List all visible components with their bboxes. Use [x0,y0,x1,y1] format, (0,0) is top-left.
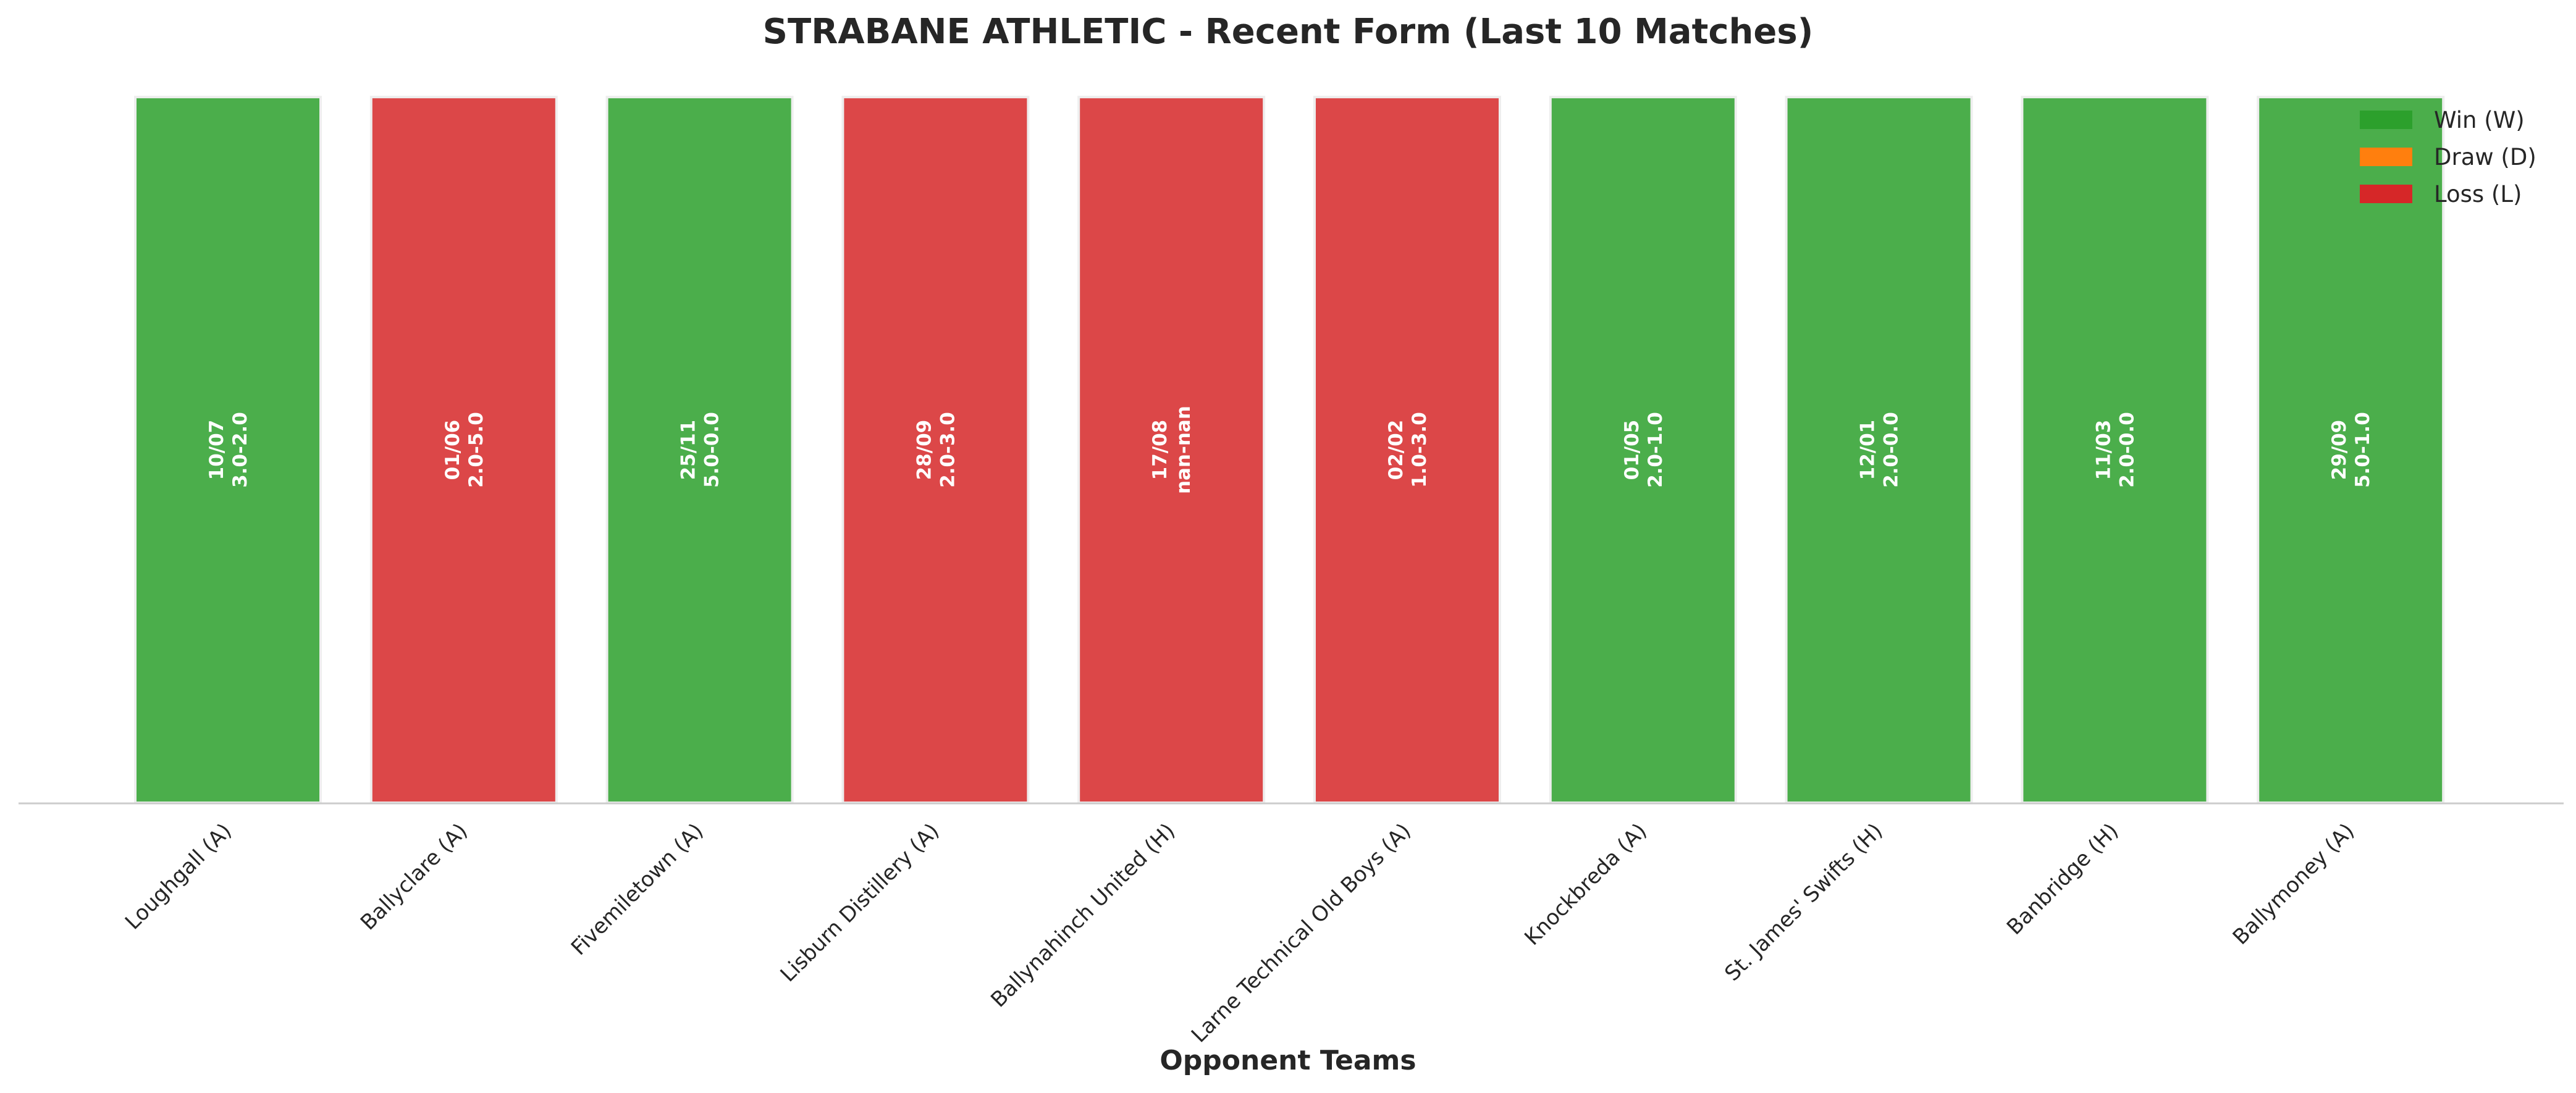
bar-score: 1.0-3.0 [1408,412,1431,488]
bar-label: 12/012.0-0.0 [1857,412,1903,488]
legend-label: Draw (D) [2434,144,2536,170]
bar-date: 01/05 [1621,420,1643,480]
x-tick-label: Loughgall (A) [120,819,237,935]
x-tick-label: St. James' Swifts (H) [1720,819,1887,986]
bar-date: 29/09 [2328,420,2351,480]
x-tick-label: Lisburn Distillery (A) [776,819,945,987]
legend-swatch [2360,148,2412,166]
bar-date: 25/11 [678,420,700,480]
bar-date: 01/06 [442,420,464,480]
x-axis-label: Opponent Teams [1160,1045,1416,1076]
bar [841,96,1030,805]
x-tick-labels: Loughgall (A) Ballyclare (A) Fivemiletown … [120,819,2359,1048]
chart-title: STRABANE ATHLETIC - Recent Form (Last 10… [763,12,1814,52]
x-tick-label: Ballymoney (A) [2228,819,2359,950]
x-tick-label: Ballyclare (A) [356,819,473,936]
bar-date: 12/01 [1857,420,1879,480]
bar [605,96,794,805]
bar-label: 28/092.0-3.0 [913,412,959,488]
bar-label: 10/073.0-2.0 [206,412,251,488]
bar [1549,96,1737,805]
bar-date: 10/07 [206,420,228,480]
bar-label: 11/032.0-0.0 [2092,412,2138,488]
bar [1077,96,1266,805]
bar-date: 28/09 [913,420,935,480]
bar-label: 02/021.0-3.0 [1385,412,1431,488]
bars-layer: 10/073.0-2.0 01/062.0-5.0 25/115.0-0.0 28/0… [134,96,2445,805]
bar-score: 5.0-0.0 [701,412,723,488]
bar-label: 01/062.0-5.0 [442,412,487,488]
x-tick-label: Larne Technical Old Boys (A) [1187,819,1416,1048]
legend: Win (W) Draw (D) Loss (L) [2360,107,2536,207]
bar-score: 5.0-1.0 [2352,412,2374,488]
bar [1785,96,1973,805]
bar-score: nan-nan [1172,406,1195,494]
bar-score: 2.0-1.0 [1644,412,1667,488]
bar-date: 17/08 [1149,420,1171,480]
x-tick-label: Fivemiletown (A) [566,819,709,961]
x-tick-label: Knockbreda (A) [1520,819,1651,950]
bar-score: 2.0-0.0 [1880,412,1903,488]
bar-score: 2.0-3.0 [937,412,959,488]
x-tick-label: Ballynahinch United (H) [986,819,1180,1013]
bar [2257,96,2445,805]
bar-label: 29/095.0-1.0 [2328,412,2374,488]
bar-label: 25/115.0-0.0 [678,412,723,488]
bar [1313,96,1501,805]
bar-score: 2.0-0.0 [2116,412,2138,488]
bar [2021,96,2209,805]
legend-swatch [2360,111,2412,129]
x-tick-label: Banbridge (H) [2002,819,2123,940]
legend-swatch [2360,185,2412,203]
bar [369,96,558,805]
bar-date: 11/03 [2092,420,2115,480]
bar-score: 2.0-5.0 [465,412,487,488]
legend-label: Loss (L) [2434,181,2522,207]
bar [134,96,322,805]
bar-date: 02/02 [1385,420,1407,480]
bar-score: 3.0-2.0 [229,412,251,488]
bar-label: 01/052.0-1.0 [1621,412,1667,488]
bar-label: 17/08nan-nan [1149,406,1195,494]
legend-label: Win (W) [2434,107,2525,133]
